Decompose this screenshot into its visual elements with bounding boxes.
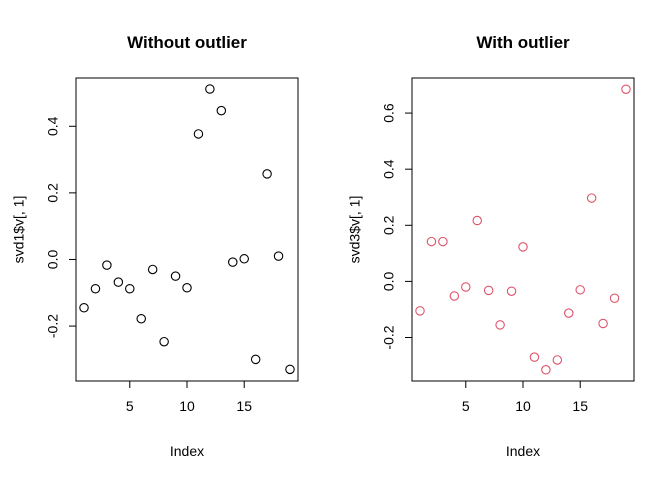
data-point [586, 193, 597, 203]
data-point [250, 354, 261, 365]
x-tick-label: 10 [515, 398, 531, 414]
data-point [147, 264, 158, 275]
data-point [541, 365, 551, 375]
plot-frame [75, 77, 299, 382]
x-tick-label: 5 [126, 398, 134, 414]
x-axis-label: Index [506, 443, 540, 459]
data-point [102, 260, 112, 270]
data-point [113, 277, 124, 287]
data-point [90, 284, 101, 294]
data-point [159, 336, 169, 347]
data-point [136, 313, 146, 324]
x-tick-label: 15 [572, 398, 588, 414]
y-axis-label: svd1$v[, 1] [11, 196, 27, 264]
panel-1: Without outlier 5 10 15 -0.2 0.0 0.2 0.4 Index sv… [11, 33, 299, 459]
data-point [125, 284, 135, 294]
data-point [449, 291, 460, 301]
y-tick-label: 0.4 [381, 159, 397, 179]
panel-2: With outlier 5 10 15 -0.2 0.0 0.2 0.4 0.6 Index sv… [347, 33, 635, 459]
data-point [575, 285, 585, 295]
data-point [552, 355, 563, 365]
data-point [262, 169, 272, 179]
data-point [472, 215, 482, 226]
data-point [529, 352, 540, 362]
y-tick-label: -0.2 [45, 314, 61, 338]
x-axis-label: Index [170, 443, 204, 459]
y-axis-label: svd3$v[, 1] [347, 196, 363, 264]
data-point [205, 84, 215, 94]
data-point [273, 251, 284, 261]
y-tick-label: 0.0 [45, 250, 61, 270]
data-point [79, 302, 89, 313]
data-point [182, 283, 192, 293]
data-point [426, 236, 437, 247]
x-tick-label: 10 [179, 398, 195, 414]
y-tick-label: -0.2 [381, 325, 397, 349]
y-tick-label: 0.2 [381, 215, 397, 235]
chart-title: With outlier [476, 33, 570, 52]
y-tick-label: 0.6 [381, 103, 397, 123]
data-point [285, 364, 295, 375]
y-tick-label: 0.2 [45, 183, 61, 203]
x-tick-label: 15 [236, 398, 252, 414]
y-tick-label: 0.0 [381, 271, 397, 291]
data-point [609, 293, 620, 303]
data-point [170, 271, 181, 281]
data-point [216, 105, 227, 116]
data-point [415, 306, 425, 316]
data-point [506, 286, 517, 296]
data-point [621, 84, 631, 94]
data-point [495, 320, 505, 330]
data-point [461, 282, 471, 292]
plot-frame [411, 77, 635, 382]
data-point [193, 129, 204, 139]
data-point [518, 242, 528, 252]
x-tick-label: 5 [462, 398, 470, 414]
y-tick-label: 0.4 [45, 116, 61, 136]
data-point [564, 308, 574, 318]
data-point [228, 257, 238, 267]
data-point [598, 318, 608, 329]
data-point [438, 236, 448, 247]
data-point [239, 254, 249, 264]
data-point [483, 285, 494, 296]
chart-title: Without outlier [127, 33, 247, 52]
